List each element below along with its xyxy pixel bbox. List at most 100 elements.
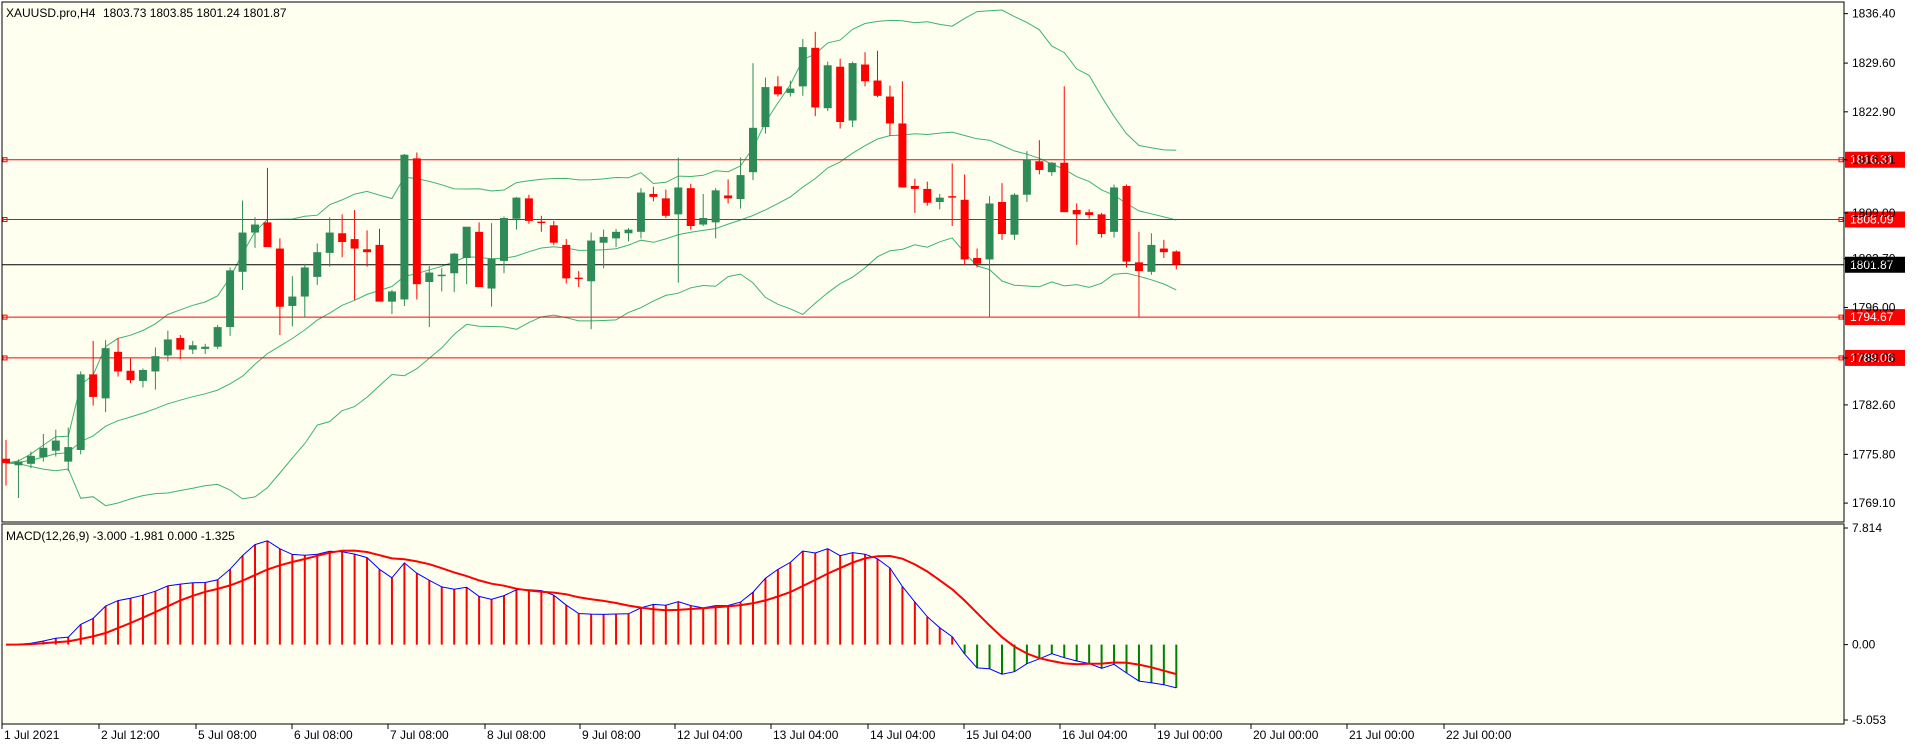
candle (661, 189, 670, 218)
candle-body (313, 252, 322, 277)
candle-body (724, 195, 733, 199)
candle (163, 330, 172, 362)
candle-body (848, 63, 857, 121)
candle (885, 85, 894, 136)
candle (313, 243, 322, 285)
candle-body (39, 447, 48, 458)
macd-tick-label: 0.00 (1852, 638, 1876, 652)
candle-body (126, 370, 135, 381)
candle-body (973, 258, 982, 264)
time-tick-label: 8 Jul 08:00 (487, 728, 546, 742)
candle (973, 248, 982, 268)
candle (811, 31, 820, 117)
level-handle-right[interactable] (1838, 157, 1844, 163)
level-handle-left[interactable] (2, 217, 8, 223)
level-handle-left[interactable] (2, 314, 8, 320)
candle-body (1097, 214, 1106, 234)
candle (910, 178, 919, 213)
candle (101, 340, 110, 413)
time-tick-label: 2 Jul 12:00 (101, 728, 160, 742)
candle-body (275, 248, 284, 307)
candle (1085, 209, 1094, 219)
price-tick-label: 1816.31 (1852, 153, 1896, 167)
candle-body (512, 197, 521, 219)
candle-body (948, 196, 957, 198)
candle-body (661, 198, 670, 216)
price-tick-label: 1782.60 (1852, 398, 1896, 412)
candle (387, 290, 396, 314)
candle (325, 217, 334, 267)
candle-body (612, 231, 621, 239)
candle-body (649, 194, 658, 197)
time-tick-label: 5 Jul 08:00 (198, 728, 257, 742)
candle-body (1072, 210, 1081, 215)
candle-body (549, 225, 558, 243)
candle-body (960, 199, 969, 260)
level-handle-right[interactable] (1838, 314, 1844, 320)
candle (350, 210, 359, 301)
candle (761, 77, 770, 134)
candle (487, 223, 496, 307)
price-axis: 1836.40 1829.60 1822.90 1816.31 1809.00 1802.… (1844, 7, 1896, 510)
candle (686, 183, 695, 230)
horizontal-levels[interactable]: 1816.31 1808.09 1794.67 1789.06 1801.87 (2, 151, 1905, 366)
candle (1159, 239, 1168, 258)
time-tick-label: 16 Jul 04:00 (1062, 728, 1128, 742)
candle (375, 228, 384, 302)
level-handle-left[interactable] (2, 157, 8, 163)
candle-body (64, 447, 73, 462)
candle-body (773, 86, 782, 95)
macd-panel[interactable] (1, 523, 1845, 725)
candle (773, 76, 782, 97)
candle (1010, 193, 1019, 240)
price-tick-label: 1789.06 (1852, 351, 1896, 365)
time-tick-label: 15 Jul 04:00 (966, 728, 1032, 742)
candle-body (1110, 187, 1119, 232)
candle-body (350, 239, 359, 249)
candle-body (1085, 212, 1094, 216)
candle (574, 271, 583, 288)
candle (537, 215, 546, 232)
candle-body (736, 175, 745, 200)
time-tick-label: 1 Jul 2021 (4, 728, 60, 742)
candle (412, 152, 421, 300)
candle-body (1134, 262, 1143, 272)
candle-body (873, 80, 882, 96)
level-price-tag (1845, 309, 1905, 326)
candle-body (2, 458, 10, 464)
price-tick-label: 1769.10 (1852, 496, 1896, 510)
candle (1110, 184, 1119, 238)
candle (1072, 203, 1081, 245)
candle (114, 338, 123, 377)
level-handle-left[interactable] (2, 355, 8, 361)
candle-body (1022, 159, 1031, 195)
candle-body (375, 244, 384, 302)
candle (226, 267, 235, 336)
candle-body (201, 346, 210, 349)
candle (786, 80, 795, 97)
time-axis: 1 Jul 2021 2 Jul 12:00 5 Jul 08:00 6 Jul 08… (1, 724, 1512, 742)
time-tick-label: 22 Jul 00:00 (1446, 728, 1512, 742)
level-handle-right[interactable] (1838, 355, 1844, 361)
candle-body (450, 253, 459, 274)
candle-body (238, 232, 247, 272)
candle (798, 39, 807, 96)
candle-body (624, 229, 633, 234)
candle (400, 154, 409, 306)
candle (39, 434, 48, 462)
candle-body (674, 187, 683, 215)
candlesticks (2, 31, 1181, 498)
candle (873, 50, 882, 98)
candle-body (935, 197, 944, 202)
time-tick-label: 14 Jul 04:00 (870, 728, 936, 742)
level-handle-right[interactable] (1838, 217, 1844, 223)
candle (848, 61, 857, 128)
candle-body (500, 218, 508, 261)
candle-body (686, 188, 695, 226)
price-panel[interactable] (1, 1, 1845, 523)
macd-header-label: MACD(12,26,9) -3.000 -1.981 0.000 -1.325 (6, 529, 235, 543)
candle (64, 427, 73, 472)
candle (1035, 140, 1044, 175)
time-tick-label: 9 Jul 08:00 (582, 728, 641, 742)
